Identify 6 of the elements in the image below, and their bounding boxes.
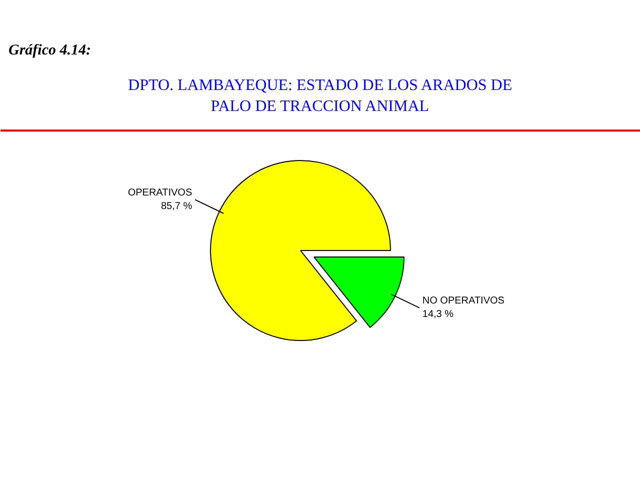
data-label: 85,7 %: [160, 200, 192, 212]
chart-title: DPTO. LAMBAYEQUE: ESTADO DE LOS ARADOS DE PALO DE TRACCION ANIMAL: [128, 77, 512, 115]
data-label: 14,3 %: [422, 308, 454, 320]
slice-label: OPERATIVOS: [128, 188, 192, 199]
slice-label: NO OPERATIVOS: [422, 296, 505, 307]
text: Gráfico 4.14:: [8, 42, 91, 58]
